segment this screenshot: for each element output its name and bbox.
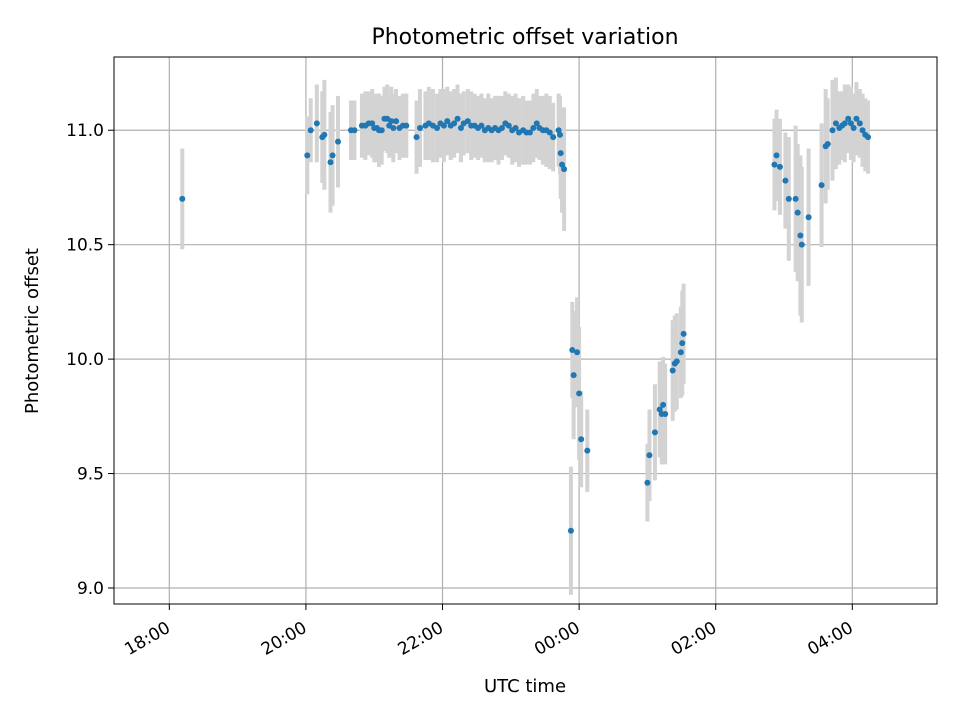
data-point: [559, 161, 566, 168]
data-point: [556, 131, 563, 138]
data-point: [677, 349, 684, 356]
data-point: [555, 127, 562, 134]
data-point: [680, 330, 687, 337]
data-point: [646, 452, 653, 459]
data-point: [850, 124, 857, 131]
data-point: [313, 120, 320, 127]
data-point: [776, 163, 783, 170]
data-point: [669, 367, 676, 374]
data-point: [335, 138, 342, 145]
data-point: [451, 120, 458, 127]
y-tick-label: 10.5: [66, 236, 104, 256]
data-point: [393, 118, 400, 125]
data-point: [378, 127, 385, 134]
y-tick-label: 9.0: [77, 579, 104, 599]
data-point: [390, 124, 397, 131]
data-point: [179, 195, 186, 202]
data-point: [578, 436, 585, 443]
data-point: [656, 406, 663, 413]
data-point: [651, 429, 658, 436]
data-point: [444, 118, 451, 125]
data-point: [785, 195, 792, 202]
data-point: [798, 241, 805, 248]
data-point: [660, 401, 667, 408]
data-point: [841, 120, 848, 127]
data-point: [329, 152, 336, 159]
data-point: [403, 122, 410, 129]
data-point: [824, 140, 831, 147]
data-point: [546, 129, 553, 136]
data-point: [434, 124, 441, 131]
data-point: [304, 152, 311, 159]
data-point: [576, 390, 583, 397]
y-tick-label: 11.0: [66, 121, 104, 141]
data-point: [526, 129, 533, 136]
y-tick-label: 9.5: [77, 465, 104, 485]
data-point: [794, 209, 801, 216]
data-point: [570, 372, 577, 379]
data-point: [853, 115, 860, 122]
data-point: [557, 150, 564, 157]
chart-title: Photometric offset variation: [371, 25, 678, 50]
data-point: [662, 411, 669, 418]
data-point: [782, 177, 789, 184]
data-point: [847, 120, 854, 127]
data-point: [327, 159, 334, 166]
data-point: [859, 127, 866, 134]
data-point: [567, 527, 574, 534]
data-point: [351, 127, 358, 134]
data-point: [321, 131, 328, 138]
data-point: [771, 161, 778, 168]
data-point: [584, 447, 591, 454]
data-point: [829, 127, 836, 134]
data-point: [845, 115, 852, 122]
data-point: [478, 122, 485, 129]
data-point: [805, 214, 812, 221]
data-point: [498, 124, 505, 131]
data-point: [307, 127, 314, 134]
y-tick-label: 10.0: [66, 350, 104, 370]
data-point: [416, 124, 423, 131]
data-point: [569, 346, 576, 353]
data-point: [533, 120, 540, 127]
data-point: [457, 124, 464, 131]
data-point: [574, 349, 581, 356]
data-point: [792, 195, 799, 202]
data-point: [773, 152, 780, 159]
data-point: [679, 340, 686, 347]
data-point: [464, 118, 471, 125]
data-point: [561, 166, 568, 173]
data-point: [388, 118, 395, 125]
data-point: [369, 120, 376, 127]
data-point: [454, 115, 461, 122]
x-axis-label: UTC time: [484, 676, 566, 697]
data-point: [865, 134, 872, 141]
data-point: [413, 134, 420, 141]
data-points: [179, 115, 872, 534]
data-point: [440, 122, 447, 129]
data-point: [512, 124, 519, 131]
data-point: [673, 358, 680, 365]
plot-frame: [113, 56, 938, 605]
data-point: [797, 232, 804, 239]
data-point: [818, 182, 825, 189]
data-point: [856, 120, 863, 127]
data-point: [832, 120, 839, 127]
data-point: [530, 124, 537, 131]
data-point: [505, 122, 512, 129]
data-point: [644, 479, 651, 486]
y-axis-label: Photometric offset: [22, 248, 43, 414]
data-point: [550, 134, 557, 141]
